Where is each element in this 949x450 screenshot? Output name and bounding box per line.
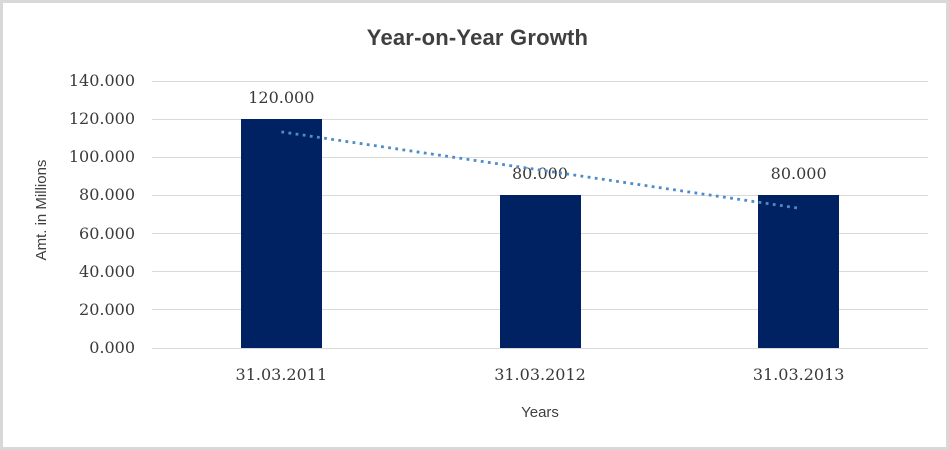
y-tick-label: 20.000 <box>79 299 135 319</box>
y-tick-label: 40.000 <box>79 261 135 281</box>
y-tick-label: 0.000 <box>89 338 135 357</box>
x-tick-label: 31.03.2012 <box>494 365 586 384</box>
y-tick-label: 100.000 <box>68 147 135 167</box>
gridline <box>152 80 928 82</box>
y-tick-label: 80.000 <box>79 185 135 205</box>
x-tick-label: 31.03.2011 <box>235 365 328 384</box>
y-tick-label: 140.000 <box>68 71 135 90</box>
bar-31.03.2012 <box>499 195 581 348</box>
data-label: 80.000 <box>770 164 827 184</box>
gridline <box>152 118 928 120</box>
y-tick-label: 120.000 <box>68 109 135 129</box>
y-tick-label: 60.000 <box>79 223 135 243</box>
data-label: 80.000 <box>512 164 568 184</box>
chart-title: Year-on-Year Growth <box>366 25 589 50</box>
x-axis-title: Years <box>521 404 559 421</box>
x-axis-line <box>152 347 928 349</box>
bar-31.03.2011 <box>240 119 322 348</box>
x-tick-label: 31.03.2013 <box>752 365 845 384</box>
data-label: 120.000 <box>248 88 315 108</box>
bar-31.03.2013 <box>758 195 840 348</box>
